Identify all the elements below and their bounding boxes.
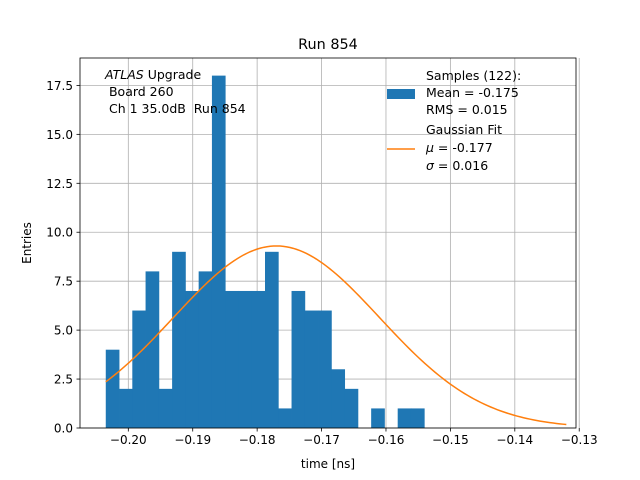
x-tick-label: −0.17 xyxy=(303,433,340,447)
y-axis-ticks: 0.0 2.5 5.0 7.5 10.0 12.5 15.0 17.5 xyxy=(46,79,80,436)
x-tick-label: −0.20 xyxy=(110,433,147,447)
histogram-bar xyxy=(119,388,133,428)
histogram-bar xyxy=(265,251,279,428)
x-tick-label: −0.15 xyxy=(432,433,469,447)
legend-sigma-symbol: σ xyxy=(426,158,435,173)
histogram-bar xyxy=(344,388,359,428)
histogram-bar xyxy=(410,408,425,428)
y-tick-label: 2.5 xyxy=(54,373,73,387)
y-tick-label: 7.5 xyxy=(54,275,73,289)
gaussian-fit-line xyxy=(105,245,567,426)
legend-samples-line-2: Mean = -0.175 xyxy=(426,85,519,100)
histogram-bar xyxy=(251,290,266,428)
histogram-bar xyxy=(185,290,200,428)
legend-mu-value: = -0.177 xyxy=(434,140,493,155)
legend-sigma-value: = 0.016 xyxy=(434,158,488,173)
histogram-bar xyxy=(105,349,120,428)
y-tick-label: 5.0 xyxy=(54,324,73,338)
y-tick-label: 10.0 xyxy=(46,226,73,240)
chart-title: Run 854 xyxy=(298,37,358,53)
x-axis-ticks: −0.20 −0.19 −0.18 −0.17 −0.16 −0.15 −0.14 −0.13 xyxy=(110,428,598,447)
plot-frame xyxy=(79,57,577,429)
atlas-annotation: ATLAS Upgrade Board 260 Ch 1 35.0dB Run … xyxy=(104,67,246,116)
histogram-bar xyxy=(211,75,226,428)
x-tick-label: −0.19 xyxy=(174,433,211,447)
histogram-bar xyxy=(225,290,239,428)
x-axis-label: time [ns] xyxy=(301,457,355,471)
y-tick-label: 0.0 xyxy=(54,422,73,436)
histogram-bars xyxy=(105,75,425,428)
histogram-bar xyxy=(172,251,186,428)
histogram-bar xyxy=(331,369,346,428)
histogram-bar xyxy=(198,271,213,428)
histogram-bar xyxy=(278,408,292,428)
legend-fit-line-3: σ = 0.016 xyxy=(426,158,488,173)
x-tick-label: −0.14 xyxy=(496,433,533,447)
annotation-line-3: Ch 1 35.0dB Run 854 xyxy=(105,101,246,116)
annotation-line-2: Board 260 xyxy=(105,84,174,99)
histogram-bar xyxy=(158,388,173,428)
histogram-bar xyxy=(397,408,412,428)
annotation-upgrade: Upgrade xyxy=(144,67,202,82)
legend-fit-line-1: Gaussian Fit xyxy=(426,122,502,137)
x-tick-label: −0.13 xyxy=(561,433,598,447)
legend-samples-swatch xyxy=(387,89,415,99)
y-tick-label: 17.5 xyxy=(46,79,73,93)
annotation-line-1: ATLAS Upgrade xyxy=(104,67,201,82)
y-tick-label: 15.0 xyxy=(46,128,73,142)
y-axis-label: Entries xyxy=(20,222,34,264)
legend-samples-line-1: Samples (122): xyxy=(426,68,521,83)
legend-fit-line-2: μ = -0.177 xyxy=(425,140,493,155)
legend-mu-symbol: μ xyxy=(425,140,434,155)
legend-samples-line-3: RMS = 0.015 xyxy=(426,102,508,117)
legend: Samples (122): Mean = -0.175 RMS = 0.015… xyxy=(387,68,521,173)
histogram-bar xyxy=(318,310,332,428)
histogram-bar xyxy=(145,271,160,428)
annotation-atlas: ATLAS xyxy=(104,67,144,82)
histogram-bar xyxy=(371,408,385,428)
x-tick-label: −0.16 xyxy=(368,433,405,447)
histogram-bar xyxy=(238,290,253,428)
histogram-bar xyxy=(132,310,146,428)
histogram-bar xyxy=(291,290,306,428)
histogram-bar xyxy=(304,310,319,428)
y-tick-label: 12.5 xyxy=(46,177,73,191)
x-tick-label: −0.18 xyxy=(239,433,276,447)
